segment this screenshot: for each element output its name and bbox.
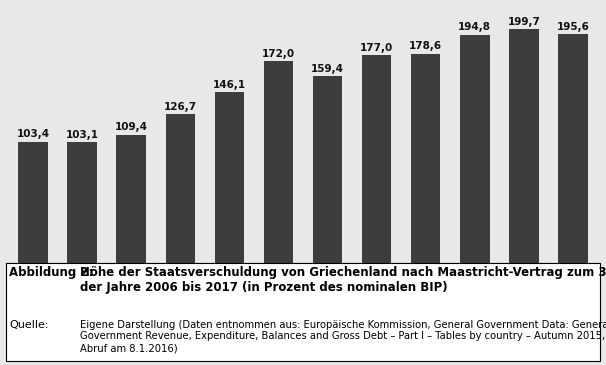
Bar xyxy=(116,135,146,263)
Text: 146,1: 146,1 xyxy=(213,80,246,89)
Bar xyxy=(18,142,48,263)
Text: 103,4: 103,4 xyxy=(16,130,50,139)
Text: Höhe der Staatsverschuldung von Griechenland nach Maastricht-Vertrag zum 31.12.
: Höhe der Staatsverschuldung von Griechen… xyxy=(80,266,606,293)
Text: Eigene Darstellung (Daten entnommen aus: Europäische Kommission, General Governm: Eigene Darstellung (Daten entnommen aus:… xyxy=(80,320,606,353)
Text: 194,8: 194,8 xyxy=(458,23,491,32)
Text: 109,4: 109,4 xyxy=(115,123,148,132)
Bar xyxy=(558,34,588,263)
FancyBboxPatch shape xyxy=(6,263,600,361)
Text: Quelle:: Quelle: xyxy=(9,320,48,330)
Bar xyxy=(313,76,342,263)
Bar xyxy=(67,142,97,263)
Bar xyxy=(215,92,244,263)
Text: 199,7: 199,7 xyxy=(507,17,541,27)
Text: 159,4: 159,4 xyxy=(311,64,344,74)
Text: 172,0: 172,0 xyxy=(262,49,295,59)
Text: 195,6: 195,6 xyxy=(556,22,590,31)
Text: 178,6: 178,6 xyxy=(409,42,442,51)
Bar xyxy=(460,35,490,263)
Bar xyxy=(509,29,539,263)
Text: Abbildung 2:: Abbildung 2: xyxy=(9,266,93,278)
Text: 126,7: 126,7 xyxy=(164,102,197,112)
Text: 103,1: 103,1 xyxy=(65,130,99,140)
Bar xyxy=(362,55,391,263)
Bar xyxy=(264,61,293,263)
Bar xyxy=(411,54,441,263)
Text: 177,0: 177,0 xyxy=(360,43,393,53)
Bar xyxy=(165,114,195,263)
